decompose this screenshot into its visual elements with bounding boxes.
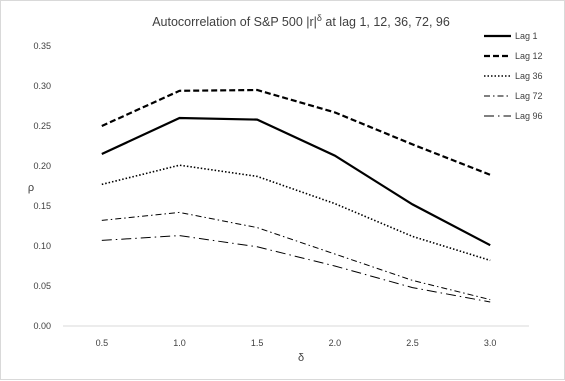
series-line-lag-1 [101, 116, 491, 247]
legend-label: Lag 12 [515, 51, 543, 61]
y-tick-label: 0.00 [33, 321, 51, 331]
series-line-lag-96 [101, 235, 491, 303]
y-axis-ticks: 0.00 0.05 0.10 0.15 0.20 0.25 0.30 0.35 [33, 41, 51, 331]
y-tick-label: 0.30 [33, 81, 51, 91]
x-tick-label: 0.5 [96, 338, 109, 348]
x-tick-label: 1.5 [251, 338, 264, 348]
y-tick-label: 0.25 [33, 121, 51, 131]
chart-title: Autocorrelation of S&P 500 |r|δ at lag 1… [152, 13, 450, 29]
legend-label: Lag 96 [515, 111, 543, 121]
series-line-lag-72 [101, 211, 491, 301]
x-tick-label: 1.0 [173, 338, 186, 348]
legend-label: Lag 36 [515, 71, 543, 81]
x-tick-label: 2.5 [406, 338, 419, 348]
y-tick-label: 0.35 [33, 41, 51, 51]
x-tick-label: 2.0 [329, 338, 342, 348]
legend: Lag 1 Lag 12 Lag 36 Lag 72 Lag 96 [484, 31, 543, 121]
x-axis-title: δ [298, 352, 304, 364]
y-axis-title: ρ [28, 182, 34, 194]
x-axis-ticks: 0.5 1.0 1.5 2.0 2.5 3.0 [96, 338, 497, 348]
series-line-lag-36 [101, 164, 491, 262]
y-tick-label: 0.15 [33, 201, 51, 211]
y-tick-label: 0.10 [33, 241, 51, 251]
x-tick-label: 3.0 [484, 338, 497, 348]
series-line-lag-12 [101, 88, 491, 176]
y-tick-label: 0.05 [33, 281, 51, 291]
y-tick-label: 0.20 [33, 161, 51, 171]
legend-label: Lag 72 [515, 91, 543, 101]
series-lines [101, 88, 491, 303]
legend-label: Lag 1 [515, 31, 538, 41]
